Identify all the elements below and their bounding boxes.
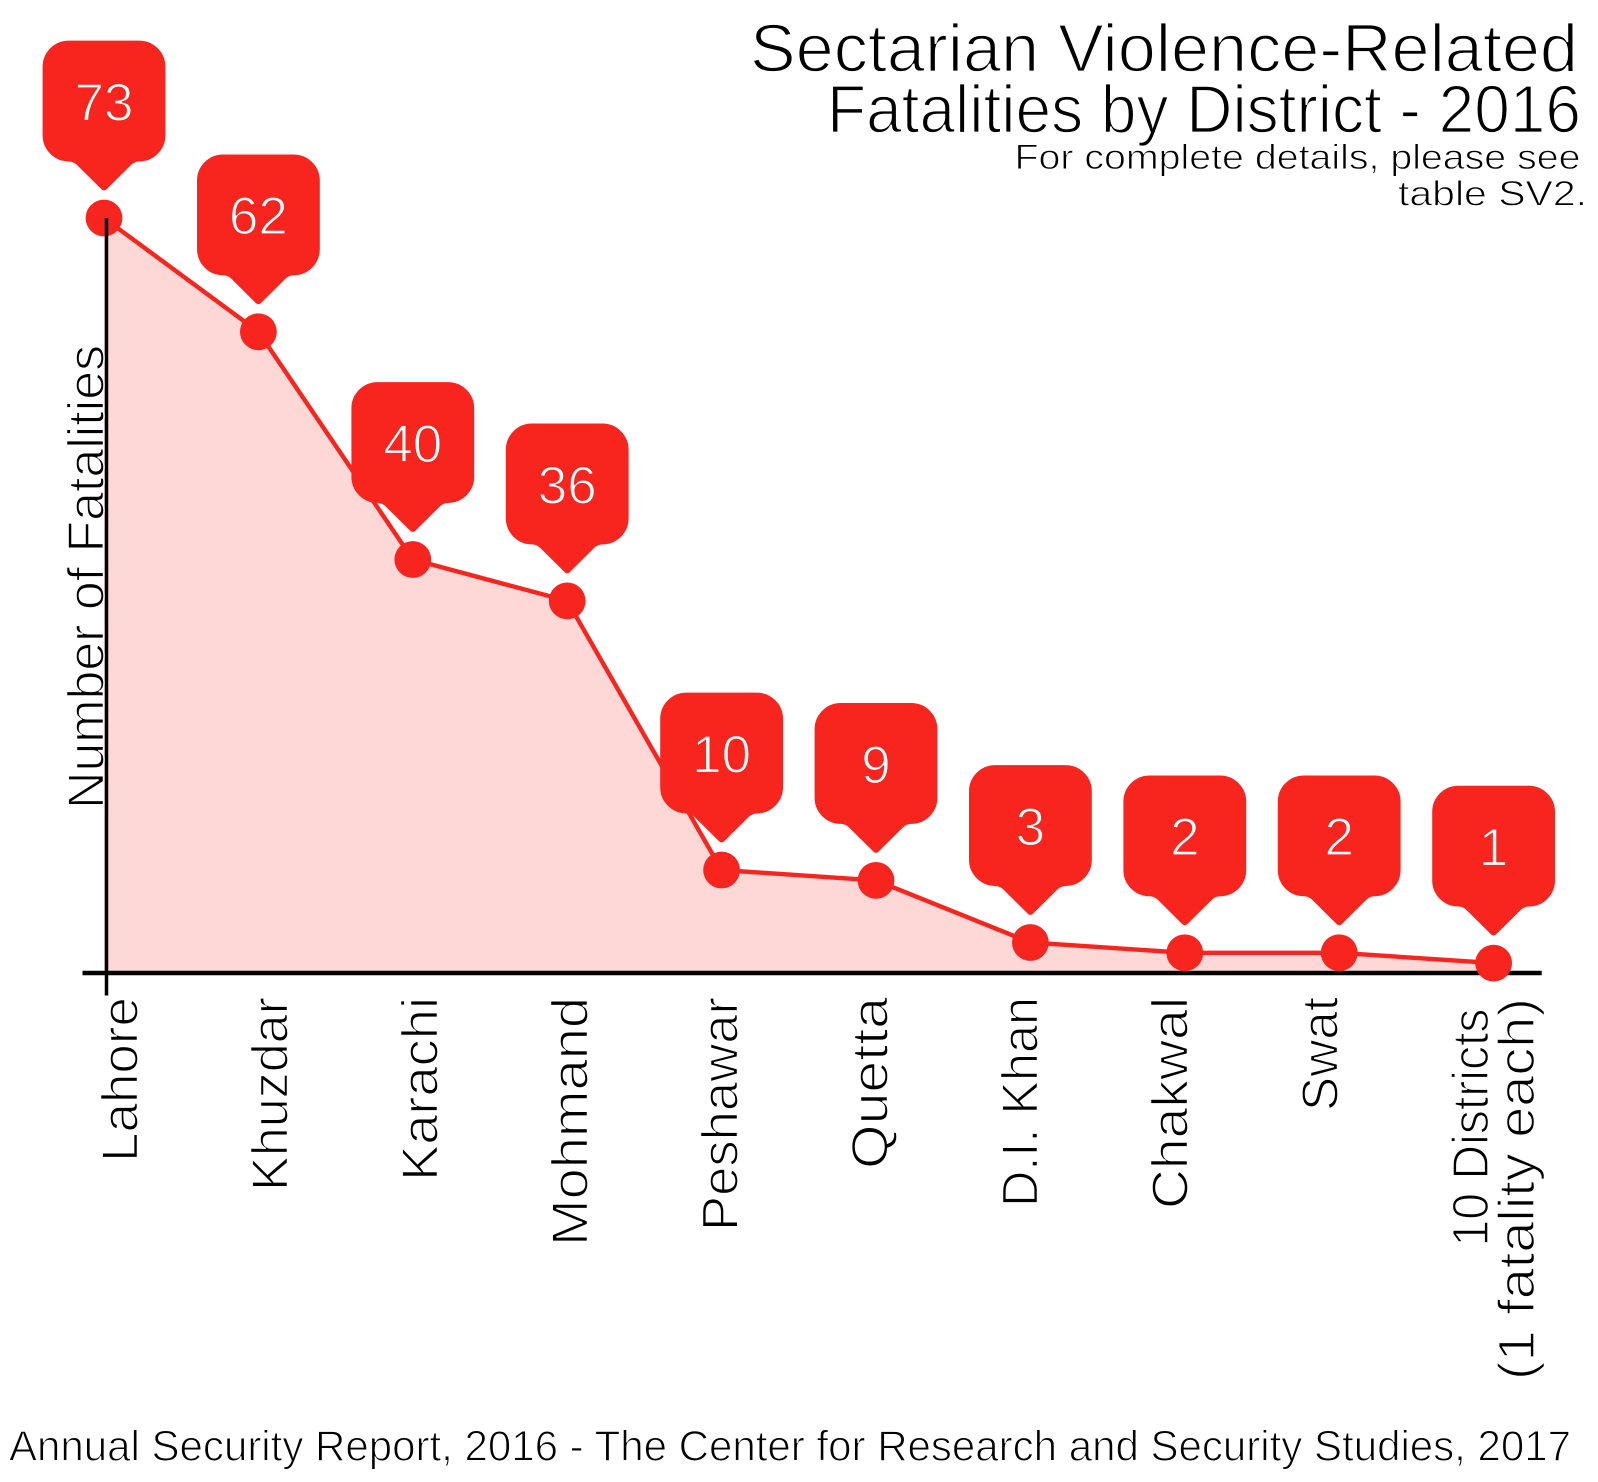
svg-text:Lahore: Lahore: [92, 997, 149, 1162]
svg-text:Quetta: Quetta: [842, 996, 899, 1169]
svg-text:2: 2: [1324, 808, 1353, 867]
svg-text:Khuzdar: Khuzdar: [242, 997, 299, 1191]
svg-text:Fatalities by District - 2016: Fatalities by District - 2016: [827, 72, 1581, 148]
svg-text:(1 fatality each): (1 fatality each): [1488, 998, 1545, 1380]
svg-text:2: 2: [1170, 808, 1199, 867]
svg-text:Number of Fatalities: Number of Fatalities: [58, 345, 115, 809]
svg-text:40: 40: [383, 415, 442, 474]
svg-text:Annual Security Report, 2016 -: Annual Security Report, 2016 - The Cente…: [9, 1423, 1571, 1471]
svg-text:Sectarian Violence-Related: Sectarian Violence-Related: [750, 11, 1578, 87]
svg-text:3: 3: [1016, 798, 1045, 857]
svg-text:10 Districts: 10 Districts: [1442, 1009, 1499, 1247]
svg-text:1: 1: [1479, 819, 1508, 878]
svg-text:10: 10: [692, 725, 751, 784]
svg-text:Mohmand: Mohmand: [542, 997, 599, 1246]
svg-text:9: 9: [861, 736, 890, 795]
svg-text:73: 73: [75, 73, 134, 132]
svg-text:For complete details, please s: For complete details, please see: [1015, 138, 1581, 177]
svg-text:table SV2.: table SV2.: [1398, 175, 1587, 214]
svg-text:62: 62: [229, 187, 288, 246]
svg-text:Swat: Swat: [1292, 997, 1349, 1111]
svg-text:D.I. Khan: D.I. Khan: [992, 997, 1049, 1207]
svg-text:36: 36: [538, 456, 597, 515]
svg-text:Chakwal: Chakwal: [1142, 997, 1199, 1209]
svg-text:Karachi: Karachi: [392, 997, 449, 1181]
svg-text:Peshawar: Peshawar: [692, 997, 749, 1231]
